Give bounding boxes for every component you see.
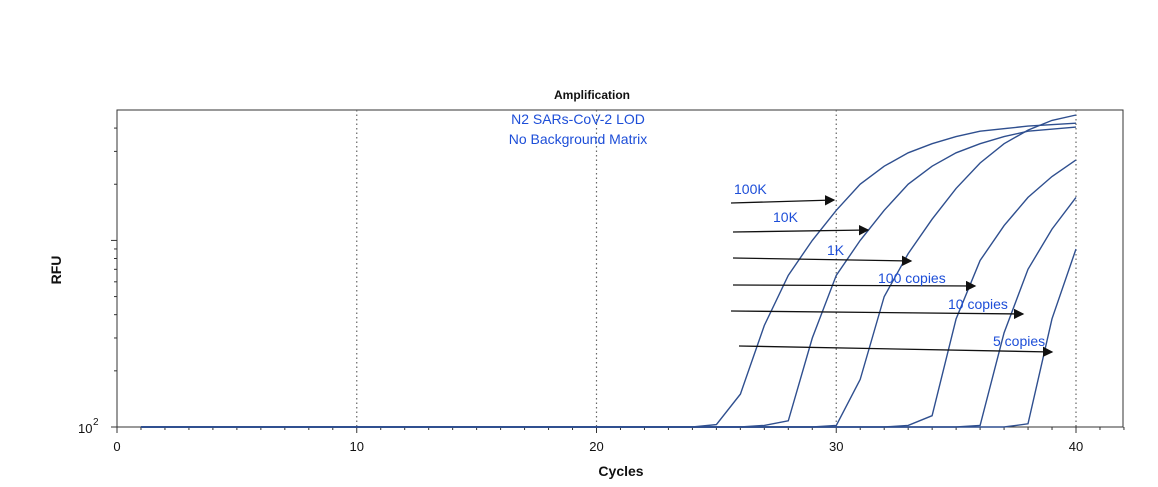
label-arrows xyxy=(730,195,1054,358)
series-line xyxy=(141,196,1077,428)
x-tick-label: 40 xyxy=(1069,439,1083,454)
y-axis-title: RFU xyxy=(48,256,64,285)
series-line xyxy=(141,126,1077,428)
x-axis-title: Cycles xyxy=(598,463,643,479)
series-label: 10K xyxy=(773,209,799,225)
series-label: 100K xyxy=(734,181,767,197)
plot-border xyxy=(116,109,1124,428)
y-tick-base: 10 xyxy=(78,421,92,436)
x-tick-label: 0 xyxy=(113,439,120,454)
series-line xyxy=(141,248,1077,428)
series-line xyxy=(141,122,1077,428)
x-tick-label: 20 xyxy=(589,439,603,454)
series-label: 10 copies xyxy=(948,296,1008,312)
series-label: 1K xyxy=(827,242,845,258)
chart-title: Amplification xyxy=(554,88,630,102)
series-arrow xyxy=(738,345,1054,358)
annotation-title: N2 SARs-CoV-2 LOD xyxy=(511,111,645,127)
x-tick-label: 10 xyxy=(350,439,364,454)
grid-lines xyxy=(356,110,1077,427)
x-tick-label: 30 xyxy=(829,439,843,454)
plot-area xyxy=(116,109,1124,428)
y-tick-exponent: 2 xyxy=(93,417,99,428)
annotation-subtitle: No Background Matrix xyxy=(509,131,648,147)
series-line xyxy=(141,159,1077,428)
y-tick-label: 10 2 xyxy=(78,417,99,436)
series-arrow xyxy=(730,195,836,206)
series-line xyxy=(141,114,1077,428)
axis-ticks: 0 10 20 30 40 xyxy=(111,127,1125,454)
series-lines xyxy=(141,114,1077,428)
series-label: 100 copies xyxy=(878,270,946,286)
series-label: 5 copies xyxy=(993,333,1045,349)
series-arrow xyxy=(732,224,870,236)
series-arrow xyxy=(730,308,1025,320)
series-arrow xyxy=(732,255,913,267)
series-arrow xyxy=(732,280,977,292)
